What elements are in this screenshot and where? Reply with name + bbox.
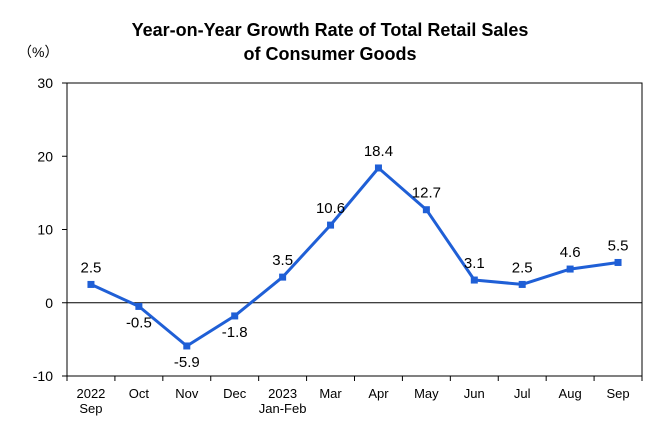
- x-tick-label: Mar: [319, 386, 342, 401]
- data-label: 3.5: [272, 252, 293, 269]
- x-tick-label: Nov: [175, 386, 199, 401]
- y-tick-label: -10: [33, 368, 53, 384]
- x-tick-label: Apr: [368, 386, 389, 401]
- x-tick-label: 2023 Jan-Feb: [259, 386, 307, 416]
- y-tick-label: 20: [37, 148, 53, 164]
- x-tick-label-line: 2022: [76, 386, 105, 401]
- data-label: 4.6: [560, 244, 581, 261]
- data-point-marker: [231, 312, 239, 320]
- x-tick-label-line: Mar: [319, 386, 342, 401]
- data-label: 10.6: [316, 200, 345, 217]
- data-point-marker: [327, 221, 335, 229]
- data-label: 2.5: [81, 259, 102, 276]
- data-labels: 2.5 -0.5 -5.9 -1.8 3.5 10.6 18.4 12.7 3.1 2.5 4.6 5…: [81, 143, 629, 371]
- x-tick-label: Dec: [223, 386, 247, 401]
- y-axis-unit: （%）: [18, 44, 59, 60]
- data-label: -5.9: [174, 354, 200, 371]
- y-tick-label: 0: [45, 295, 53, 311]
- x-tick-label-line: 2023: [268, 386, 297, 401]
- x-tick-label-line: Dec: [223, 386, 247, 401]
- data-point-marker: [614, 258, 622, 266]
- data-point-marker: [374, 164, 382, 172]
- data-label: 2.5: [512, 259, 533, 276]
- data-label: 3.1: [464, 255, 485, 272]
- x-tick-label-line: Jan-Feb: [259, 401, 307, 416]
- axes: [66, 82, 643, 377]
- x-tick-label-line: Sep: [79, 401, 102, 416]
- series-line-group: [87, 164, 622, 350]
- data-point-marker: [566, 265, 574, 273]
- y-tick-label: 30: [37, 75, 53, 91]
- x-tick-label: Sep: [606, 386, 629, 401]
- series-line: [90, 166, 619, 348]
- x-tick-label-line: May: [414, 386, 439, 401]
- x-tick-label-line: Nov: [175, 386, 199, 401]
- x-tick-label: Aug: [559, 386, 582, 401]
- data-point-marker: [518, 280, 526, 288]
- data-point-marker: [422, 206, 430, 214]
- plot-area-border: [66, 82, 643, 377]
- x-tick-label-line: Jun: [464, 386, 485, 401]
- chart-title-line-2: of Consumer Goods: [243, 44, 417, 64]
- x-tick-label: Jun: [464, 386, 485, 401]
- data-label: -0.5: [126, 314, 152, 331]
- x-tick-label-line: Sep: [606, 386, 629, 401]
- data-point-marker: [470, 276, 478, 284]
- x-tick-label-line: Jul: [514, 386, 531, 401]
- x-tick-label: Oct: [129, 386, 150, 401]
- x-tick-label: May: [414, 386, 439, 401]
- data-label: -1.8: [222, 324, 248, 341]
- chart-title: Year-on-Year Growth Rate of Total Retail…: [0, 18, 660, 66]
- x-tick-label-line: Aug: [559, 386, 582, 401]
- data-label: 5.5: [608, 237, 629, 254]
- y-tick-label: 10: [37, 222, 53, 238]
- y-axis-ticks: 30 20 10 0 -10: [33, 75, 67, 384]
- data-label: 18.4: [364, 143, 393, 160]
- x-tick-label-line: Oct: [129, 386, 150, 401]
- data-point-marker: [183, 342, 191, 350]
- x-tick-label: 2022 Sep: [76, 386, 105, 416]
- data-label: 12.7: [412, 185, 441, 202]
- x-tick-label: Jul: [514, 386, 531, 401]
- x-tick-label-line: Apr: [368, 386, 389, 401]
- data-point-marker: [135, 302, 143, 310]
- chart-title-line-1: Year-on-Year Growth Rate of Total Retail…: [131, 20, 529, 40]
- data-point-marker: [87, 280, 95, 288]
- data-point-marker: [279, 273, 287, 281]
